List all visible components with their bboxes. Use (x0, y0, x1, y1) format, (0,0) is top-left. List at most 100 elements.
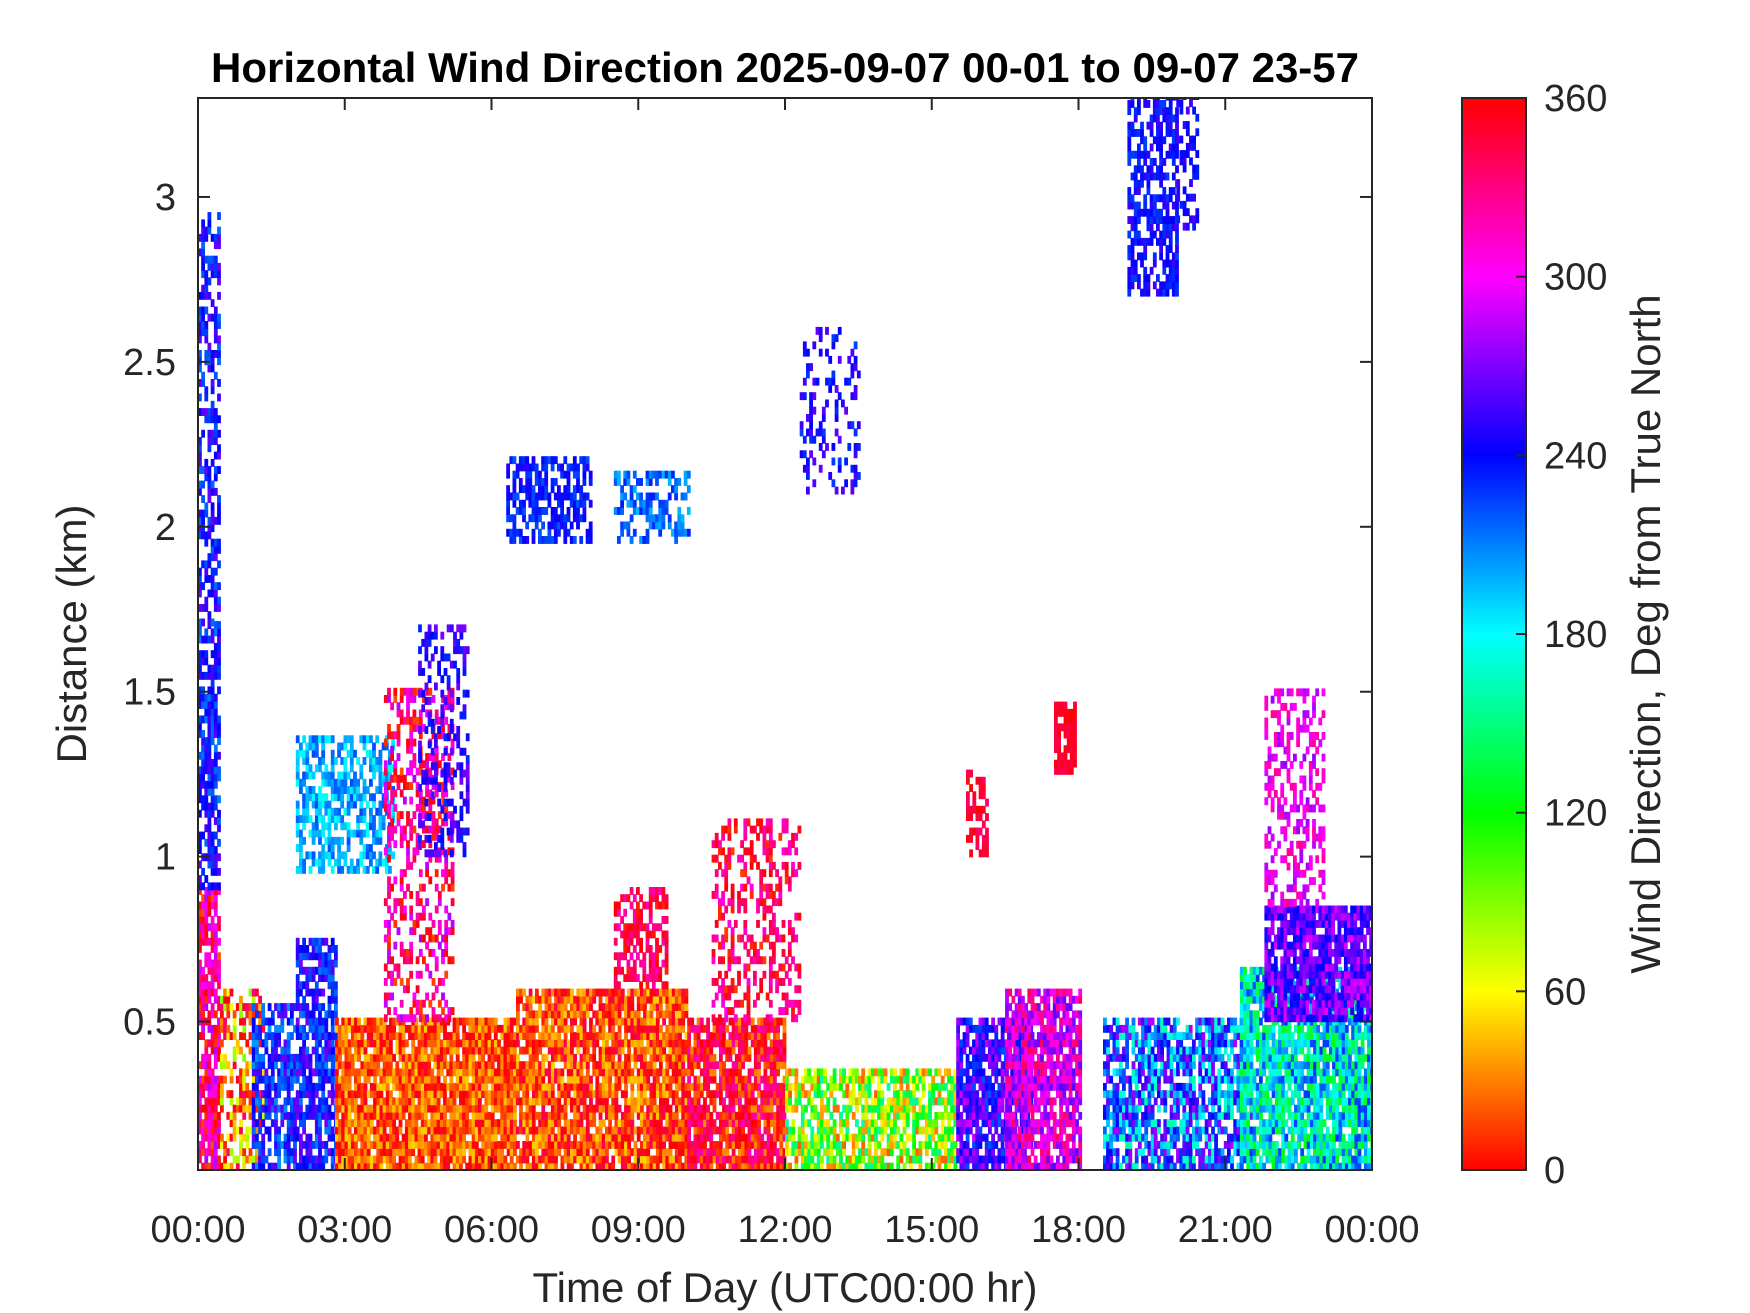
heatmap-cell (340, 742, 345, 751)
heatmap-cell (422, 811, 426, 819)
heatmap-cell (365, 800, 370, 809)
heatmap-cell (204, 1111, 209, 1120)
heatmap-cell (201, 582, 205, 591)
heatmap-cell (305, 1075, 310, 1084)
heatmap-cell (295, 952, 300, 961)
heatmap-cell (207, 693, 212, 702)
heatmap-cell (550, 1017, 555, 1026)
heatmap-cell (299, 742, 303, 751)
heatmap-cell (207, 894, 212, 903)
heatmap-cell (627, 1126, 631, 1135)
heatmap-cell (436, 1090, 441, 1099)
heatmap-cell (465, 1097, 470, 1106)
heatmap-cell (415, 767, 420, 776)
heatmap-cell (420, 1155, 425, 1164)
heatmap-cell (207, 817, 212, 825)
heatmap-cell (484, 1046, 489, 1055)
heatmap-cell (321, 1061, 326, 1070)
heatmap-cell (379, 1024, 384, 1033)
heatmap-cell (201, 766, 205, 775)
heatmap-cell (465, 689, 470, 698)
heatmap-cell (731, 1061, 736, 1070)
heatmap-cell (408, 1097, 412, 1106)
heatmap-cell (385, 1119, 390, 1128)
heatmap-cell (456, 697, 461, 705)
heatmap-cell (589, 1003, 593, 1011)
heatmap-cell (264, 1032, 269, 1040)
heatmap-cell (302, 757, 306, 765)
heatmap-cell (324, 966, 329, 975)
heatmap-cell (390, 970, 394, 979)
heatmap-cell (204, 737, 209, 746)
heatmap-cell (382, 1032, 387, 1040)
heatmap-cell (258, 1126, 262, 1135)
heatmap-cell (378, 749, 383, 758)
heatmap-cell (261, 1097, 266, 1106)
heatmap-cell (357, 1039, 361, 1048)
heatmap-cell (624, 1082, 628, 1091)
heatmap-cell (649, 1053, 654, 1062)
heatmap-cell (201, 291, 205, 300)
heatmap-cell (633, 1032, 638, 1040)
heatmap-cell (220, 1133, 224, 1142)
heatmap-cell (321, 1090, 326, 1099)
heatmap-cell (627, 1003, 631, 1011)
heatmap-cell (204, 715, 209, 724)
heatmap-cell (443, 1133, 447, 1142)
heatmap-cell (261, 1053, 266, 1062)
heatmap-cell (447, 1007, 452, 1015)
heatmap-cell (204, 560, 209, 569)
heatmap-cell (696, 1097, 701, 1106)
heatmap-cell (684, 1003, 689, 1011)
heatmap-cell (210, 882, 215, 891)
heatmap-cell (324, 1097, 329, 1106)
heatmap-cell (633, 1097, 638, 1106)
heatmap-cell (430, 1097, 435, 1106)
heatmap-cell (207, 553, 212, 562)
heatmap-cell (198, 233, 202, 242)
heatmap-cell (293, 1162, 297, 1170)
heatmap-cell (674, 1032, 679, 1040)
heatmap-cell (459, 805, 464, 814)
heatmap-cell (376, 1061, 381, 1070)
heatmap-cell (295, 1097, 300, 1106)
heatmap-cell (709, 1053, 714, 1062)
heatmap-cell (459, 1097, 463, 1106)
heatmap-cell (360, 1032, 365, 1040)
heatmap-cell (566, 995, 571, 1004)
heatmap-cell (478, 1075, 482, 1084)
heatmap-cell (398, 1053, 403, 1062)
heatmap-cell (220, 1104, 224, 1113)
heatmap-cell (611, 1141, 616, 1149)
heatmap-cell (630, 1104, 635, 1113)
heatmap-cell (295, 800, 300, 809)
heatmap-cell (330, 988, 335, 997)
heatmap-cell (403, 796, 407, 805)
heatmap-cell (547, 1155, 552, 1164)
heatmap-cell (408, 1126, 412, 1135)
heatmap-cell (344, 1032, 349, 1040)
heatmap-cell (741, 1082, 745, 1091)
heatmap-cell (541, 1097, 546, 1106)
heatmap-cell (449, 624, 454, 633)
heatmap-cell (350, 1104, 355, 1113)
heatmap-cell (417, 1090, 422, 1099)
heatmap-cell (350, 1017, 355, 1026)
heatmap-cell (226, 1090, 231, 1099)
heatmap-cell (447, 927, 452, 936)
heatmap-cell (385, 1068, 390, 1077)
heatmap-cell (601, 1155, 606, 1164)
heatmap-cell (626, 923, 631, 932)
heatmap-cell (251, 1075, 256, 1084)
heatmap-cell (295, 844, 300, 852)
heatmap-cell (365, 822, 370, 831)
heatmap-cell (531, 1090, 536, 1099)
heatmap-cell (213, 233, 218, 242)
heatmap-cell (201, 313, 205, 322)
heatmap-cell (373, 1039, 377, 1048)
heatmap-cell (614, 1046, 619, 1055)
heatmap-cell (210, 1068, 215, 1077)
heatmap-cell (687, 1097, 691, 1106)
heatmap-cell (390, 789, 394, 798)
heatmap-cell (223, 1053, 227, 1062)
